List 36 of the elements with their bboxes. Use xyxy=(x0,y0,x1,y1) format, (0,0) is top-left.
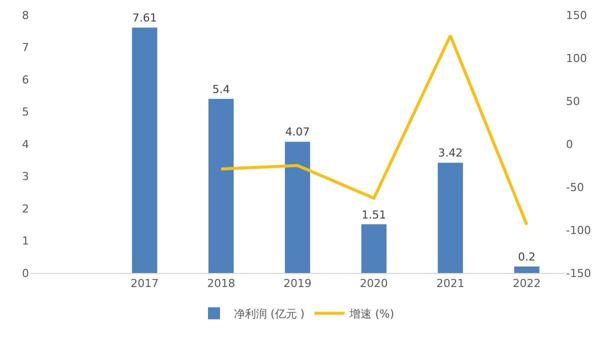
data-label: 4.07 xyxy=(285,126,310,139)
y-tick-label: 7 xyxy=(22,41,29,54)
data-label: 3.42 xyxy=(438,146,463,160)
data-label: 5.4 xyxy=(212,82,230,96)
data-label: 1.51 xyxy=(362,208,386,222)
data-label: 7.61 xyxy=(132,12,157,25)
y-tick-label: 5 xyxy=(22,106,29,119)
bar xyxy=(438,162,463,273)
y-tick-label: 2 xyxy=(22,202,29,216)
y-tick-label: 0 xyxy=(22,266,29,280)
x-tick-label: 2018 xyxy=(207,277,236,290)
x-tick-label: 2017 xyxy=(130,277,159,290)
y2-tick-label: -150 xyxy=(566,266,591,280)
bar xyxy=(208,98,234,273)
x-tick-label: 2022 xyxy=(512,277,541,290)
y-tick-label: 6 xyxy=(22,73,29,86)
y-tick-label: 3 xyxy=(22,170,29,184)
y2-tick-label: -100 xyxy=(566,224,591,237)
y2-tick-label: -50 xyxy=(566,180,584,194)
x-tick-label: 2020 xyxy=(360,277,388,290)
bar xyxy=(514,266,540,273)
bar xyxy=(361,224,387,273)
y-tick-label: 8 xyxy=(22,8,29,22)
bar xyxy=(284,142,310,273)
legend-label: 增速 (%) xyxy=(348,308,394,321)
x-tick-label: 2021 xyxy=(436,277,464,290)
bar xyxy=(132,28,158,273)
y2-tick-label: 100 xyxy=(566,52,587,65)
y2-tick-label: 50 xyxy=(566,94,580,108)
y-tick-label: 4 xyxy=(22,138,29,151)
data-label: 0.2 xyxy=(518,250,536,264)
legend-label: 净利润 (亿元 ) xyxy=(234,308,305,321)
x-tick-label: 2019 xyxy=(284,277,312,290)
y2-tick-label: 0 xyxy=(566,138,573,151)
y-tick-label: 1 xyxy=(22,234,29,248)
y2-tick-label: 150 xyxy=(566,8,587,22)
